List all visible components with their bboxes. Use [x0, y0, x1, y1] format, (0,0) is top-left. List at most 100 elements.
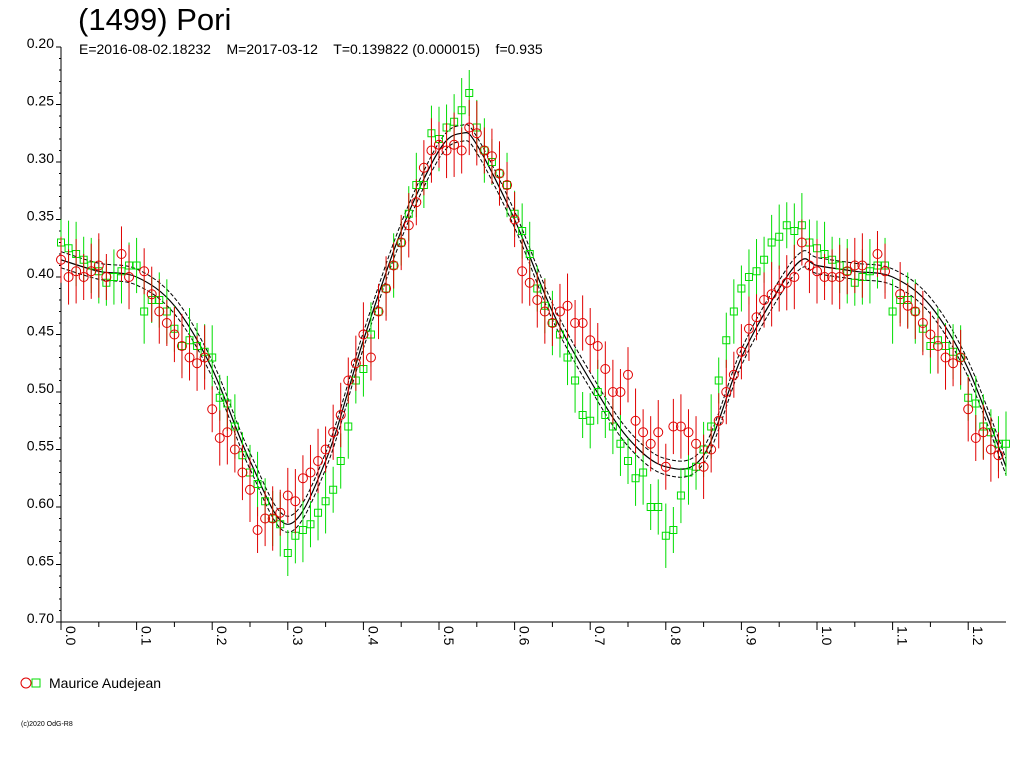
green-point [752, 267, 761, 276]
x-tick-label: 0.4 [365, 626, 381, 646]
red-point [260, 513, 271, 524]
x-tick-label: 1.1 [895, 626, 911, 646]
red-point [683, 427, 694, 438]
green-series [57, 70, 1010, 576]
legend-symbols [19, 676, 49, 690]
green-point [971, 399, 980, 408]
red-point [940, 352, 951, 363]
red-point [849, 260, 860, 271]
green-point [888, 307, 897, 316]
red-point [562, 300, 573, 311]
red-point [176, 341, 187, 351]
red-point [925, 329, 936, 340]
red-point [305, 467, 316, 478]
x-tick-label: 1.0 [819, 626, 835, 646]
green-point [661, 531, 670, 540]
y-tick-label: 0.25 [27, 93, 54, 109]
red-point [766, 289, 777, 300]
green-point [639, 468, 648, 477]
red-point [554, 306, 565, 317]
x-tick-label: 0.7 [592, 626, 608, 646]
red-point [229, 444, 240, 455]
y-tick-label: 0.45 [27, 323, 54, 339]
red-point [411, 197, 422, 208]
red-point [471, 128, 482, 139]
red-point [350, 358, 361, 369]
red-point [396, 237, 407, 248]
y-tick-label: 0.55 [27, 438, 54, 454]
red-point [517, 266, 528, 277]
y-tick-label: 0.20 [27, 35, 54, 51]
green-point [298, 526, 307, 534]
red-point [358, 329, 369, 340]
red-point [653, 427, 664, 438]
red-point [93, 260, 104, 271]
red-point [403, 220, 414, 231]
y-tick-labels: 0.20 0.25 0.30 0.35 0.40 0.45 0.50 0.55 0.60 0.65… [27, 35, 54, 626]
red-point [275, 507, 286, 518]
green-point [676, 491, 685, 500]
red-point [660, 461, 671, 472]
fit-lower-bound [60, 140, 1007, 533]
red-point [842, 266, 853, 277]
red-point [434, 139, 444, 150]
chart-title: (1499) Pori [78, 2, 232, 37]
x-tick-label: 0.5 [441, 626, 457, 646]
red-point [910, 306, 921, 317]
red-point [880, 266, 891, 277]
red-point [290, 496, 301, 507]
x-tick-label: 0.9 [743, 626, 759, 646]
red-point [902, 300, 913, 311]
green-point [1002, 439, 1010, 448]
red-point [184, 352, 195, 363]
red-point [86, 266, 97, 277]
red-point [502, 180, 513, 190]
red-point [222, 427, 233, 438]
red-point [955, 352, 966, 363]
red-point [365, 352, 376, 363]
red-point [736, 346, 747, 357]
red-point [388, 260, 399, 271]
y-tick-label: 0.35 [27, 208, 54, 224]
red-point [214, 433, 225, 443]
red-point [645, 438, 656, 449]
green-point [465, 89, 474, 97]
red-point [713, 415, 724, 426]
red-point [116, 249, 127, 259]
red-point [630, 415, 641, 426]
red-point [267, 513, 278, 524]
red-point [796, 237, 807, 248]
red-point [615, 387, 626, 397]
green-point [714, 376, 723, 385]
green-point [321, 497, 330, 506]
red-point [456, 145, 467, 156]
red-point [872, 249, 883, 259]
red-point [328, 427, 339, 438]
red-point [237, 467, 248, 478]
red-point [297, 473, 308, 484]
green-point [344, 422, 353, 431]
red-point [706, 444, 717, 455]
green-point [571, 376, 580, 385]
y-tick-label: 0.40 [27, 265, 54, 281]
red-point [857, 260, 868, 271]
green-point [767, 238, 776, 247]
y-tick-label: 0.50 [27, 380, 54, 396]
red-point [418, 162, 429, 173]
red-point [479, 145, 490, 156]
red-point [449, 139, 460, 150]
red-point [78, 272, 89, 282]
red-point [320, 444, 331, 455]
red-point [547, 318, 558, 328]
green-point [518, 227, 527, 235]
y-tick-label: 0.65 [27, 553, 54, 569]
green-point [306, 520, 315, 529]
red-point [607, 387, 618, 397]
red-point [252, 525, 263, 535]
red-point [743, 323, 754, 334]
red-point [570, 318, 581, 328]
red-point [245, 484, 255, 495]
x-tick-label: 0.0 [63, 626, 79, 646]
red-point [970, 433, 981, 443]
red-point [494, 168, 505, 179]
